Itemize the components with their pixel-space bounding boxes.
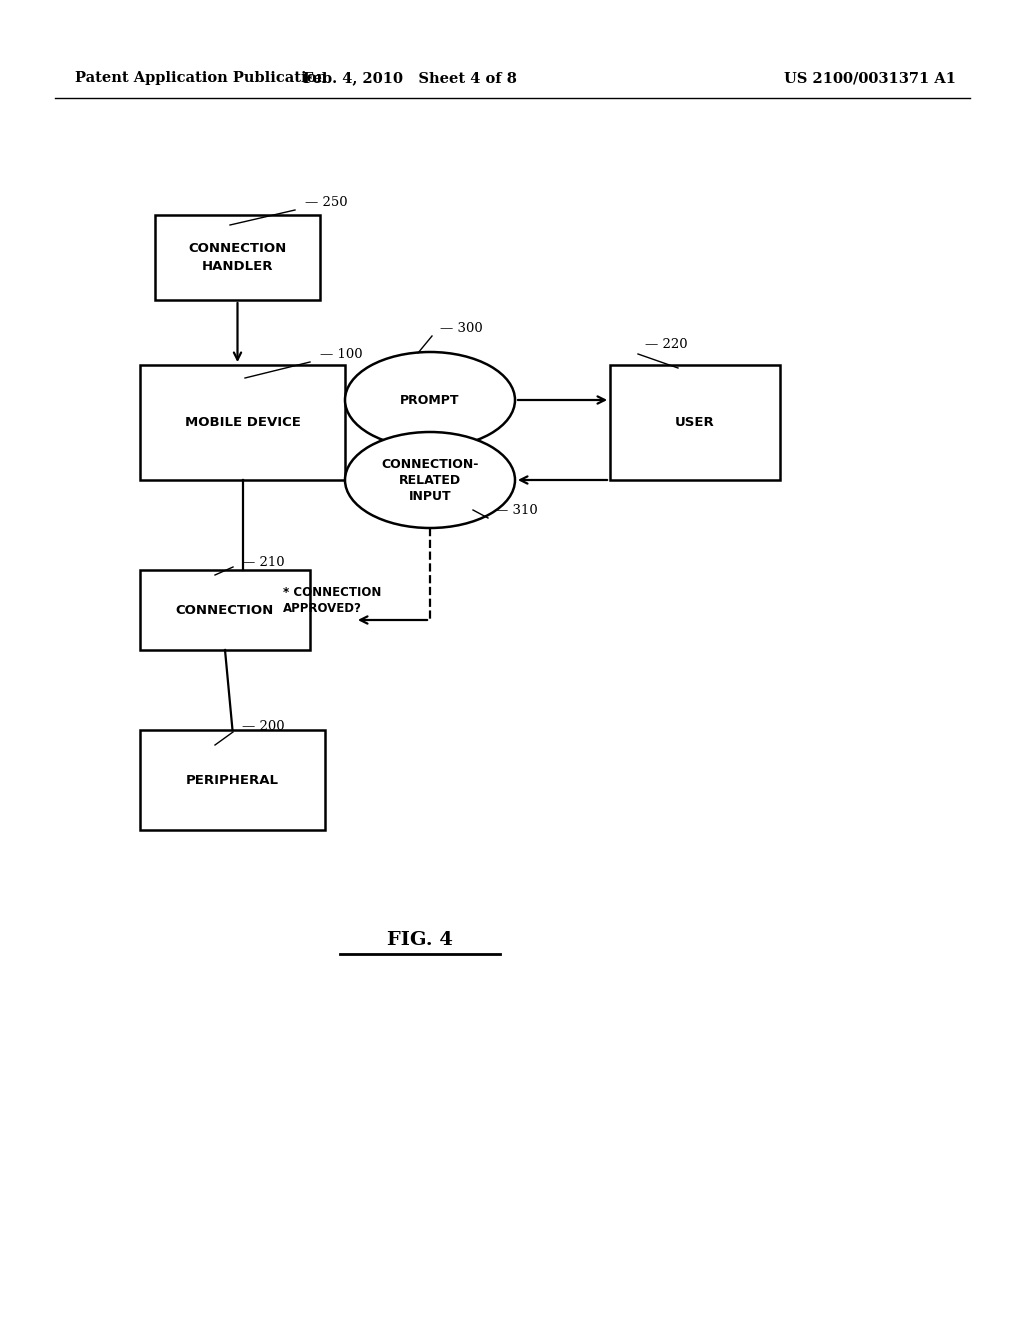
Ellipse shape [345,352,515,447]
Text: — 300: — 300 [440,322,482,334]
Bar [155,215,319,300]
Text: CONNECTION: CONNECTION [176,603,274,616]
Text: Feb. 4, 2010   Sheet 4 of 8: Feb. 4, 2010 Sheet 4 of 8 [303,71,517,84]
Ellipse shape [345,432,515,528]
Text: MOBILE DEVICE: MOBILE DEVICE [184,416,300,429]
Text: USER: USER [675,416,715,429]
Text: — 100: — 100 [319,348,362,362]
Text: CONNECTION-
RELATED
INPUT: CONNECTION- RELATED INPUT [381,458,478,503]
Text: PERIPHERAL: PERIPHERAL [186,774,279,787]
Text: US 2100/0031371 A1: US 2100/0031371 A1 [784,71,956,84]
Text: CONNECTION
HANDLER: CONNECTION HANDLER [188,243,287,272]
Bar [610,366,780,480]
Text: Patent Application Publication: Patent Application Publication [75,71,327,84]
Text: — 310: — 310 [495,503,538,516]
Text: — 250: — 250 [305,195,347,209]
Bar [140,366,345,480]
Text: — 200: — 200 [242,719,285,733]
Bar [140,730,325,830]
Text: * CONNECTION
APPROVED?: * CONNECTION APPROVED? [283,586,381,615]
Text: — 210: — 210 [242,556,285,569]
Text: — 220: — 220 [645,338,688,351]
Bar [140,570,310,649]
Text: PROMPT: PROMPT [400,393,460,407]
Text: FIG. 4: FIG. 4 [387,931,453,949]
